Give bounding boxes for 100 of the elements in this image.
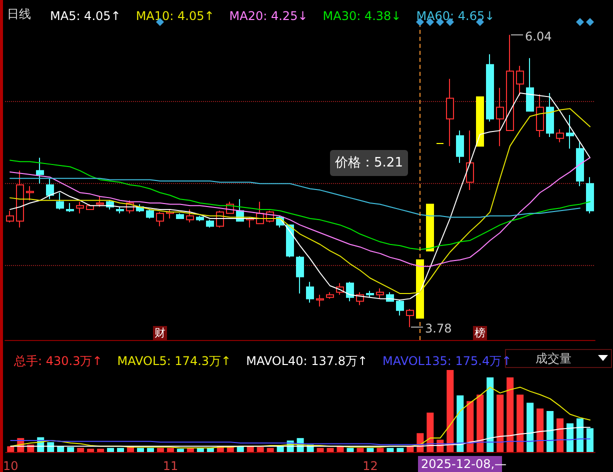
candlestick [46, 178, 54, 200]
candlestick [16, 170, 24, 228]
text: MA60: 4.65↓ [416, 9, 495, 23]
candlestick [146, 208, 154, 220]
bar [67, 447, 74, 452]
text: 总手: 430.3万↑ [13, 354, 102, 368]
candlestick [346, 281, 354, 302]
candlestick [306, 281, 314, 304]
candlestick [516, 65, 524, 96]
bar [556, 418, 564, 452]
chart-title: 日线 [7, 7, 31, 21]
bar [77, 448, 84, 452]
bar [576, 418, 584, 452]
text: MAVOL40: 137.8万↑ [246, 354, 368, 368]
candlestick [556, 128, 564, 143]
text: MAVOL135: 175.4万↑ [382, 354, 512, 368]
candlestick [566, 114, 574, 150]
candlestick [536, 94, 544, 138]
candlestick [76, 201, 84, 214]
candlestick [586, 176, 594, 214]
candlestick [416, 259, 424, 319]
candlestick [56, 192, 64, 210]
bar [107, 448, 114, 452]
bar [386, 448, 394, 452]
candlestick [396, 299, 404, 316]
candlestick [526, 58, 534, 112]
bar [266, 448, 274, 452]
candlestick [506, 34, 514, 132]
candlestick [176, 212, 184, 220]
candlestick [196, 215, 204, 222]
bar [426, 412, 434, 452]
candlestick [476, 96, 484, 147]
candlestick [366, 290, 374, 298]
annotation: 6.04 [525, 29, 552, 44]
bar [376, 448, 384, 452]
bar [356, 448, 364, 452]
x-tick-label: 12 [362, 459, 378, 472]
bar [166, 448, 174, 452]
candlestick [446, 78, 454, 147]
bar [506, 377, 514, 452]
candlestick [186, 208, 194, 223]
bar [396, 448, 404, 452]
bar [446, 370, 454, 452]
text: MAVOL5: 174.3万↑ [117, 354, 232, 368]
bar [176, 448, 184, 452]
candlestick [486, 54, 494, 122]
annotation: 财 [154, 326, 166, 340]
candlestick [406, 308, 414, 328]
candlestick [376, 288, 384, 300]
annotation: 价格：5.21 [334, 156, 403, 170]
bar [496, 394, 504, 452]
bar [146, 448, 154, 452]
bar [136, 448, 144, 452]
bar [486, 377, 494, 452]
bar [87, 448, 94, 452]
bar [546, 411, 554, 452]
candlestick [66, 202, 74, 213]
candlestick [576, 142, 584, 187]
candlestick [26, 186, 34, 201]
annotation: 3.78 [425, 322, 452, 336]
text: MA5: 4.05↑ [50, 9, 121, 23]
candlestick [286, 224, 294, 258]
candlestick [296, 256, 304, 294]
candlestick [316, 294, 324, 307]
bar [7, 446, 14, 452]
bar [316, 448, 324, 452]
candlestick [6, 210, 14, 223]
bar [476, 394, 484, 452]
bar [47, 442, 54, 452]
bar [366, 448, 374, 452]
x-tick-label: 11 [162, 459, 178, 472]
bar [466, 401, 474, 452]
bar [516, 394, 524, 452]
x-tick-label: 10 [2, 459, 18, 472]
candlestick [496, 87, 504, 147]
bar [456, 395, 464, 452]
bar [346, 448, 354, 452]
bar [117, 448, 124, 452]
candlestick [36, 157, 44, 184]
bar [97, 448, 104, 452]
candlestick [156, 212, 164, 227]
candlestick [116, 206, 124, 214]
bar [566, 423, 574, 452]
candlestick [426, 204, 434, 252]
candlestick [206, 219, 214, 228]
candlestick [466, 130, 474, 191]
text: 成交量 [536, 352, 572, 366]
text: MA10: 4.05↑ [136, 9, 214, 23]
bar [586, 428, 594, 452]
candlestick [326, 292, 334, 300]
text: MA20: 4.25↓ [229, 9, 308, 23]
candlestick [456, 130, 464, 164]
bar [256, 447, 264, 452]
text: MA30: 4.38↓ [322, 9, 402, 23]
candlestick [546, 92, 554, 138]
bar [536, 408, 544, 452]
bar [326, 448, 334, 452]
bar [526, 402, 534, 452]
annotation: 榜 [474, 326, 486, 340]
bar [156, 448, 164, 452]
